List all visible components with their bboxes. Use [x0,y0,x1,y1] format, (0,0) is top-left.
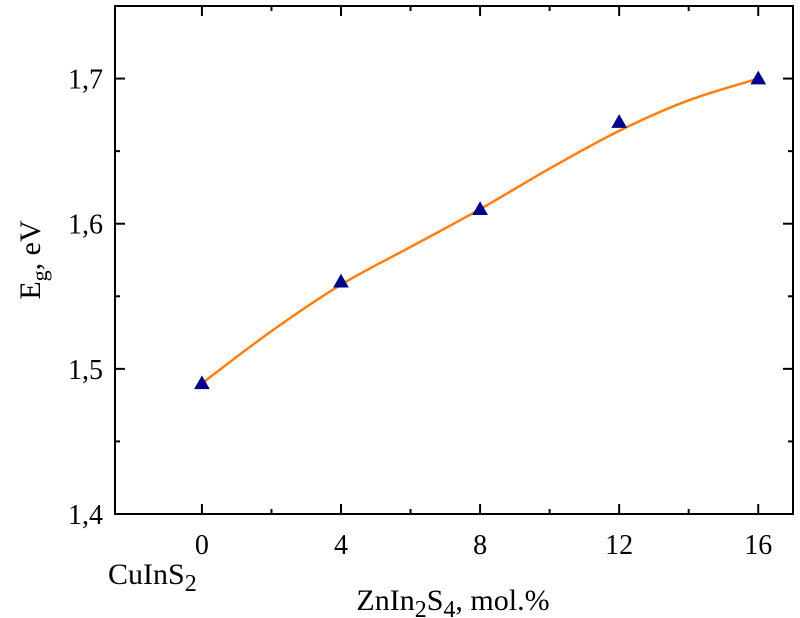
data-point-triangle [194,375,210,390]
y-tick-label: 1,6 [68,210,103,241]
x-tick-label: 16 [744,530,772,561]
x-axis-title: ZnIn2S4, mol.% [356,584,549,618]
x-tick-label: 0 [195,530,209,561]
tick-labels: 0 4 8 12 16 1,4 1,5 1,6 1,7 [68,65,772,561]
y-tick-label: 1,7 [68,65,103,96]
x-tick-label: 4 [334,530,348,561]
data-points [194,70,767,390]
x-zero-label: CuInS2 [108,558,197,597]
data-point-triangle [611,114,628,128]
x-tick-label: 12 [605,530,633,561]
axis-ticks [115,6,793,515]
y-axis-title: Eg, eV [14,220,52,300]
y-tick-label: 1,4 [68,500,103,531]
y-tick-label: 1,5 [68,355,103,386]
data-point-triangle [333,273,349,288]
plot-frame [114,5,794,515]
fit-curve [201,77,759,385]
x-tick-label: 8 [473,530,487,561]
data-point-triangle [472,201,488,215]
data-point-triangle [750,70,767,85]
